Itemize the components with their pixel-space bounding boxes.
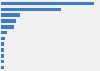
Bar bbox=[1, 31, 7, 34]
Bar bbox=[1, 19, 16, 23]
Bar bbox=[1, 37, 4, 40]
Bar bbox=[1, 48, 4, 52]
Bar bbox=[1, 66, 4, 69]
Bar bbox=[1, 8, 61, 11]
Bar bbox=[1, 42, 4, 46]
Bar bbox=[1, 54, 4, 58]
Bar bbox=[1, 13, 20, 17]
Bar bbox=[1, 60, 4, 63]
Bar bbox=[1, 25, 14, 29]
Bar bbox=[1, 2, 94, 5]
